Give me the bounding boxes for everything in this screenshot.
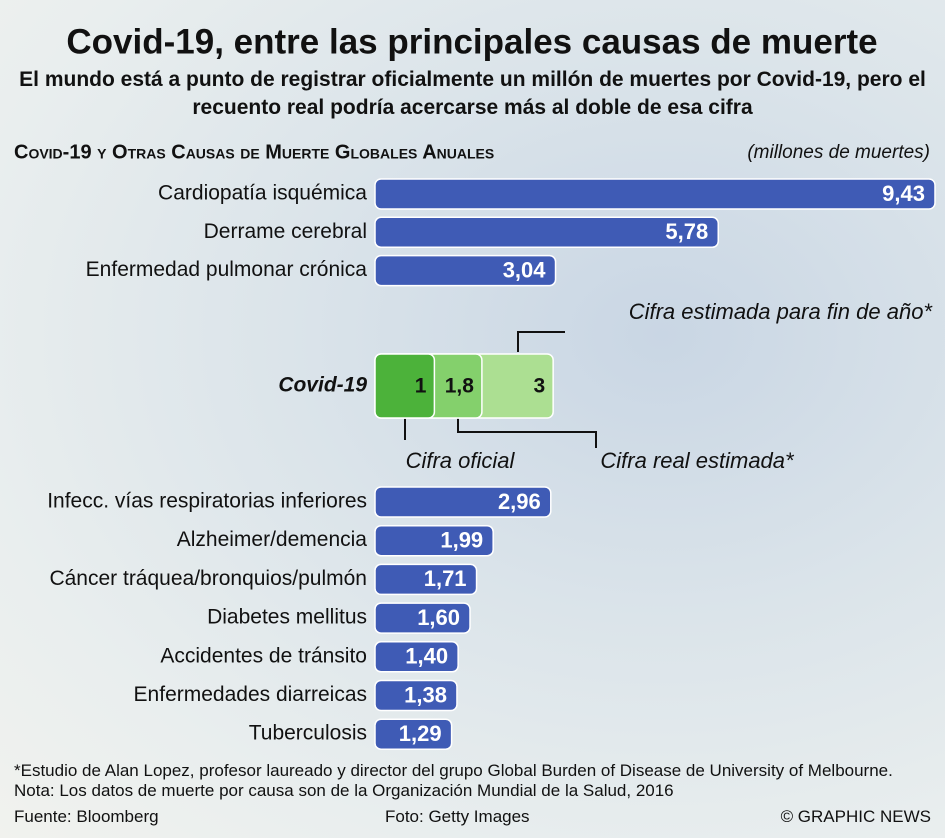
value-label: 1,60 bbox=[417, 605, 460, 630]
bar bbox=[374, 641, 459, 673]
bar bbox=[374, 602, 471, 634]
bar bbox=[374, 216, 719, 249]
value-label: 1,99 bbox=[440, 528, 483, 553]
connectors bbox=[404, 331, 597, 448]
category-label: Alzheimer/demencia bbox=[177, 528, 368, 551]
value-label: 3,04 bbox=[503, 257, 547, 282]
category-label: Cáncer tráquea/bronquios/pulmón bbox=[49, 567, 367, 590]
value-label: 9,43 bbox=[882, 181, 925, 206]
bar bbox=[374, 178, 936, 210]
bar bbox=[374, 524, 494, 557]
unit-note: (millones de muertes) bbox=[747, 142, 930, 163]
category-label: Enfermedad pulmonar crónica bbox=[86, 258, 368, 281]
connector bbox=[517, 331, 565, 352]
chart-title: Covid-19 y Otras Causas de Muerte Global… bbox=[14, 141, 494, 163]
bar bbox=[374, 679, 458, 712]
source: Fuente: Bloomberg bbox=[14, 807, 159, 826]
value-label: 1,29 bbox=[399, 721, 442, 746]
annotation: Cifra estimada para fin de año* bbox=[629, 299, 934, 324]
category-label: Tuberculosis bbox=[249, 722, 367, 745]
footnote: *Estudio de Alan Lopez, profesor lauread… bbox=[14, 761, 893, 800]
covid-value-label: 3 bbox=[533, 375, 545, 398]
credit: © GRAPHIC NEWS bbox=[780, 807, 931, 826]
category-label: Infecc. vías respiratorias inferiores bbox=[47, 490, 367, 513]
value-label: 1,38 bbox=[404, 682, 447, 707]
subtitle: El mundo está a punto de registrar ofici… bbox=[19, 68, 926, 119]
value-label: 2,96 bbox=[498, 489, 541, 514]
value-label: 1,71 bbox=[424, 566, 467, 591]
category-label: Diabetes mellitus bbox=[207, 606, 367, 629]
category-label: Derrame cerebral bbox=[204, 220, 367, 243]
photo-credit: Foto: Getty Images bbox=[385, 807, 530, 826]
covid-value-label: 1 bbox=[415, 375, 427, 398]
value-label: 1,40 bbox=[405, 644, 448, 669]
bar bbox=[374, 486, 552, 518]
bar bbox=[374, 563, 478, 596]
category-label: Enfermedades diarreicas bbox=[134, 683, 367, 706]
covid-bar bbox=[374, 353, 436, 419]
category-label: Accidentes de tránsito bbox=[160, 644, 367, 667]
bar bbox=[374, 718, 453, 750]
annotation: Cifra oficial bbox=[406, 448, 516, 473]
subtitle-box: El mundo está a punto de registrar ofici… bbox=[19, 68, 926, 119]
bar bbox=[374, 254, 557, 287]
category-label: Cardiopatía isquémica bbox=[158, 182, 367, 205]
annotation: Cifra real estimada* bbox=[600, 448, 795, 473]
title: Covid-19, entre las principales causas d… bbox=[66, 22, 877, 61]
connector bbox=[457, 416, 597, 448]
covid-value-label: 1,8 bbox=[445, 375, 475, 398]
value-label: 5,78 bbox=[665, 219, 708, 244]
covid-label: Covid-19 bbox=[278, 374, 367, 397]
